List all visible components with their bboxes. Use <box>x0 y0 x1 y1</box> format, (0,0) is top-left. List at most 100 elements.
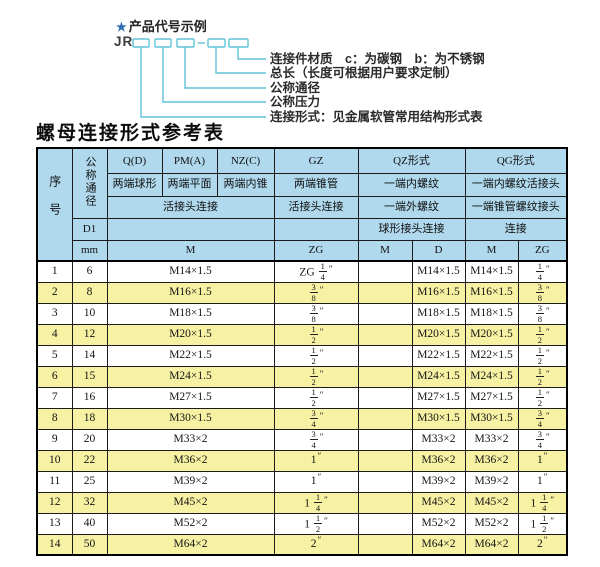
cell-qz-m <box>357 386 413 409</box>
code-box <box>228 38 249 48</box>
code-label-material: 连接件材质 c：为碳钢 b：为不锈钢 <box>270 52 485 66</box>
cell-qg-zg: 1 4 ″ <box>517 260 568 283</box>
cell-m: M30×1.5 <box>106 407 275 430</box>
cell-m: M20×1.5 <box>106 323 275 346</box>
cell-dn: 14 <box>71 344 108 367</box>
cell-qz-d: M20×1.5 <box>411 323 466 346</box>
cell-qg-zg: 1 1 4 ″ <box>517 491 568 514</box>
callout-line <box>162 47 266 103</box>
cell-m: M16×1.5 <box>106 281 275 304</box>
cell-qg-m: M39×2 <box>464 470 519 493</box>
header-d1-blank-left <box>106 217 275 241</box>
header-dn: 公称通径 <box>71 147 108 219</box>
table-row: 4 12 M20×1.5 1 2 ″ M20×1.5 M20×1.5 1 2 ″ <box>36 323 568 346</box>
table-row: 7 16 M27×1.5 1 2 ″ M27×1.5 M27×1.5 1 2 ″ <box>36 386 568 409</box>
cell-seq: 11 <box>36 470 73 493</box>
cell-dn: 25 <box>71 470 108 493</box>
cell-seq: 10 <box>36 449 73 472</box>
header-gz: GZ <box>273 147 359 174</box>
cell-qz-d: M64×2 <box>411 533 466 556</box>
cell-seq: 13 <box>36 512 73 535</box>
cell-gz: 1″ <box>273 449 359 472</box>
header-mm: mm <box>71 239 108 262</box>
cell-gz: 3 4 ″ <box>273 428 359 451</box>
cell-gz: 3 8 ″ <box>273 302 359 325</box>
cell-qz-d: M14×1.5 <box>411 260 466 283</box>
cell-qg-zg: 1 1 2 ″ <box>517 512 568 535</box>
table-row: 14 50 M64×2 2″ M64×2 M64×2 2″ <box>36 533 568 556</box>
cell-qz-d: M16×1.5 <box>411 281 466 304</box>
cell-dn: 10 <box>71 302 108 325</box>
cell-seq: 4 <box>36 323 73 346</box>
cell-qg-m: M33×2 <box>464 428 519 451</box>
cell-qg-m: M24×1.5 <box>464 365 519 388</box>
cell-gz: 1 2 ″ <box>273 344 359 367</box>
callout-line <box>215 47 266 74</box>
cell-qz-d: M22×1.5 <box>411 344 466 367</box>
cell-dn: 40 <box>71 512 108 535</box>
table-row: 2 8 M16×1.5 3 8 ″ M16×1.5 M16×1.5 3 8 ″ <box>36 281 568 304</box>
header-qg-desc1: 一端内螺纹活接头 <box>464 172 568 197</box>
cell-qz-m <box>357 344 413 367</box>
cell-qg-m: M14×1.5 <box>464 260 519 283</box>
code-box <box>132 38 150 48</box>
cell-qg-zg: 3 4 ″ <box>517 428 568 451</box>
cell-qz-d: M33×2 <box>411 428 466 451</box>
cell-qz-m <box>357 428 413 451</box>
table-row: 10 22 M36×2 1″ M36×2 M36×2 1″ <box>36 449 568 472</box>
cell-gz: 1 2 ″ <box>273 365 359 388</box>
cell-m: M27×1.5 <box>106 386 275 409</box>
cell-gz: 2″ <box>273 533 359 556</box>
cell-seq: 6 <box>36 365 73 388</box>
cell-gz: 1 1 2 ″ <box>273 512 359 535</box>
cell-qg-zg: 1 2 ″ <box>517 365 568 388</box>
table-row: 6 15 M24×1.5 1 2 ″ M24×1.5 M24×1.5 1 2 ″ <box>36 365 568 388</box>
cell-qg-zg: 2″ <box>517 533 568 556</box>
cell-seq: 12 <box>36 491 73 514</box>
table-row: 5 14 M22×1.5 1 2 ″ M22×1.5 M22×1.5 1 2 ″ <box>36 344 568 367</box>
header-gz-zg-sub: ZG <box>273 239 359 262</box>
cell-m: M24×1.5 <box>106 365 275 388</box>
cell-m: M36×2 <box>106 449 275 472</box>
product-code-diagram: ★ 产品代号示例 JR 连接件材质 c：为碳钢 b：为不锈钢 总长（长度可根据用户… <box>0 0 600 147</box>
header-qz-desc1: 一端内螺纹 <box>357 172 466 197</box>
cell-seq: 3 <box>36 302 73 325</box>
cell-m: M33×2 <box>106 428 275 451</box>
header-qz: QZ形式 <box>357 147 466 174</box>
cell-qz-d: M24×1.5 <box>411 365 466 388</box>
cell-m: M18×1.5 <box>106 302 275 325</box>
cell-qg-m: M20×1.5 <box>464 323 519 346</box>
header-qg: QG形式 <box>464 147 568 174</box>
header-d1-blank-gz <box>273 217 359 241</box>
cell-qz-d: M30×1.5 <box>411 407 466 430</box>
callout-line <box>237 47 266 60</box>
cell-seq: 5 <box>36 344 73 367</box>
cell-qg-m: M52×2 <box>464 512 519 535</box>
header-d1: D1 <box>71 217 108 241</box>
header-qz-d-sub: D <box>411 239 466 262</box>
cell-seq: 14 <box>36 533 73 556</box>
cell-dn: 6 <box>71 260 108 283</box>
header-qz-m-sub: M <box>357 239 413 262</box>
cell-qg-zg: 3 8 ″ <box>517 302 568 325</box>
table-title: 螺母连接形式参考表 <box>36 122 226 144</box>
cell-qz-d: M45×2 <box>411 491 466 514</box>
cell-qg-m: M64×2 <box>464 533 519 556</box>
cell-m: M45×2 <box>106 491 275 514</box>
table-row: 9 20 M33×2 3 4 ″ M33×2 M33×2 3 4 ″ <box>36 428 568 451</box>
cell-qg-m: M30×1.5 <box>464 407 519 430</box>
header-q: Q(D) <box>106 147 163 174</box>
cell-gz: 3 4 ″ <box>273 407 359 430</box>
cell-qg-zg: 1 2 ″ <box>517 386 568 409</box>
callout-line <box>184 47 266 89</box>
code-label-length: 总长（长度可根据用户要求定制） <box>270 66 458 80</box>
cell-dn: 15 <box>71 365 108 388</box>
header-gz-conn: 活接头连接 <box>273 195 359 219</box>
code-label-pressure: 公称压力 <box>270 95 321 109</box>
cell-dn: 22 <box>71 449 108 472</box>
header-m-sub: M <box>106 239 275 262</box>
connection-reference-table: 序号 公称通径 Q(D) PM(A) NZ(C) GZ QZ形式 QG形式 两端… <box>36 147 569 556</box>
cell-qz-m <box>357 302 413 325</box>
cell-seq: 2 <box>36 281 73 304</box>
